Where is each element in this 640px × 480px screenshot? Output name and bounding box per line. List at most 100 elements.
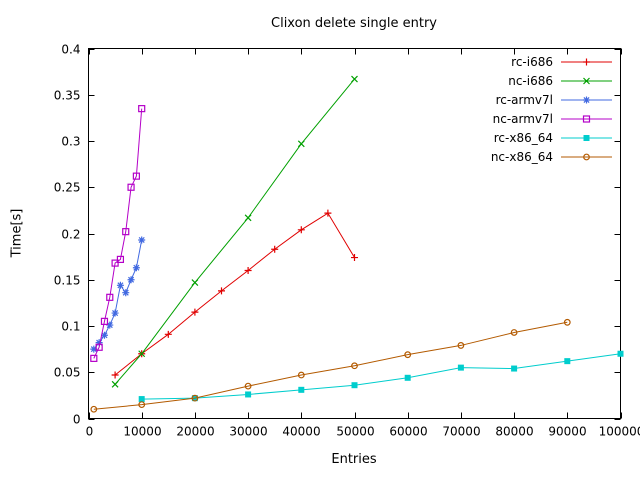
legend-entry-nc-armv7l: nc-armv7l [493,112,612,126]
marker-plus [583,58,590,66]
series-line [93,239,143,350]
x-tick-label: 20000 [176,425,214,439]
marker-cross [297,140,305,148]
marker-square-open [122,228,130,236]
x-tick-label: 40000 [282,425,320,439]
marker-square-open [138,105,146,113]
marker-square-filled [245,391,252,398]
marker-cross [111,380,119,388]
y-tick-label: 0.05 [54,366,81,380]
marker-square-open [127,183,135,191]
marker-plus [218,287,225,295]
legend-entry-rc-x86_64: rc-x86_64 [494,131,612,145]
series-line [114,78,355,385]
marker-plus [164,330,172,338]
legend-label: rc-armv7l [496,93,553,107]
marker-asterisk [132,264,140,272]
legend-entry-nc-i686: nc-i686 [508,74,612,88]
series-rc-i686 [111,209,358,379]
y-tick-label: 0.2 [61,228,80,242]
marker-circle-open [191,394,199,402]
marker-circle-open [244,382,252,390]
marker-asterisk [90,345,98,353]
x-tick-label: 60000 [389,425,427,439]
marker-asterisk [583,96,590,104]
marker-plus [244,267,252,274]
marker-asterisk [138,236,146,244]
marker-square-open [95,343,103,351]
marker-circle-open [351,362,358,370]
marker-plus [297,226,305,234]
marker-asterisk [111,309,119,317]
series-line [114,212,355,376]
marker-square-filled [511,365,518,372]
marker-square-filled [457,364,464,371]
series-line [93,321,568,410]
marker-asterisk [122,289,130,297]
marker-asterisk [106,321,114,329]
x-tick-label: 70000 [442,425,480,439]
marker-square-filled [583,135,590,141]
marker-plus [271,245,279,253]
marker-square-filled [351,382,358,389]
y-tick-label: 0.4 [61,43,80,57]
series-nc-armv7l [90,105,146,362]
marker-circle-open [404,351,412,359]
marker-square-filled [404,374,411,381]
x-tick-label: 80000 [495,425,533,439]
marker-square-filled [564,358,571,365]
marker-cross [351,75,358,83]
chart-title: Clixon delete single entry [271,16,437,31]
marker-plus [191,308,199,316]
legend-label: nc-armv7l [493,112,553,126]
x-tick-label: 90000 [548,425,586,439]
y-tick-label: 0.35 [54,89,81,103]
y-tick-label: 0.15 [54,274,81,288]
marker-square-filled [298,386,305,393]
marker-plus [324,209,332,217]
marker-square-filled [138,396,145,403]
marker-circle-open [457,342,465,349]
series-rc-armv7l [90,236,146,353]
marker-plus [351,254,358,262]
marker-circle-open [583,153,590,161]
marker-square-open [90,354,98,362]
plot-border [88,48,621,419]
marker-square-filled [617,350,624,357]
series-nc-i686 [111,75,358,388]
marker-circle-open [90,405,98,413]
x-tick-label: 100000 [599,425,640,439]
x-tick-label: 50000 [336,425,374,439]
series-nc-x86_64 [90,318,571,413]
marker-asterisk [95,339,103,347]
x-tick-label: 10000 [123,425,161,439]
y-tick-label: 0.1 [61,320,80,334]
x-axis-label: Entries [331,452,377,467]
marker-asterisk [127,276,135,284]
marker-plus [111,371,119,379]
marker-cross [138,350,146,358]
legend-label: nc-i686 [508,74,553,88]
y-tick-label: 0.25 [54,181,81,195]
marker-cross [244,214,252,222]
marker-square-open [132,172,140,180]
marker-asterisk [116,281,124,289]
legend-entry-rc-armv7l: rc-armv7l [496,93,612,107]
y-tick-label: 0.3 [61,135,80,149]
legend-entry-nc-x86_64: nc-x86_64 [491,150,612,164]
x-tick-label: 30000 [229,425,267,439]
marker-cross [583,77,590,85]
legend-entry-rc-i686: rc-i686 [511,55,612,69]
marker-circle-open [563,318,571,326]
legend-label: rc-i686 [511,55,553,69]
x-tick-label: 0 [86,425,94,439]
marker-square-open [111,259,119,267]
marker-circle-open [138,401,146,409]
marker-square-open [100,317,109,325]
marker-square-open [116,255,125,263]
marker-square-open [582,115,591,123]
legend-label: nc-x86_64 [491,150,553,164]
marker-circle-open [510,329,518,336]
